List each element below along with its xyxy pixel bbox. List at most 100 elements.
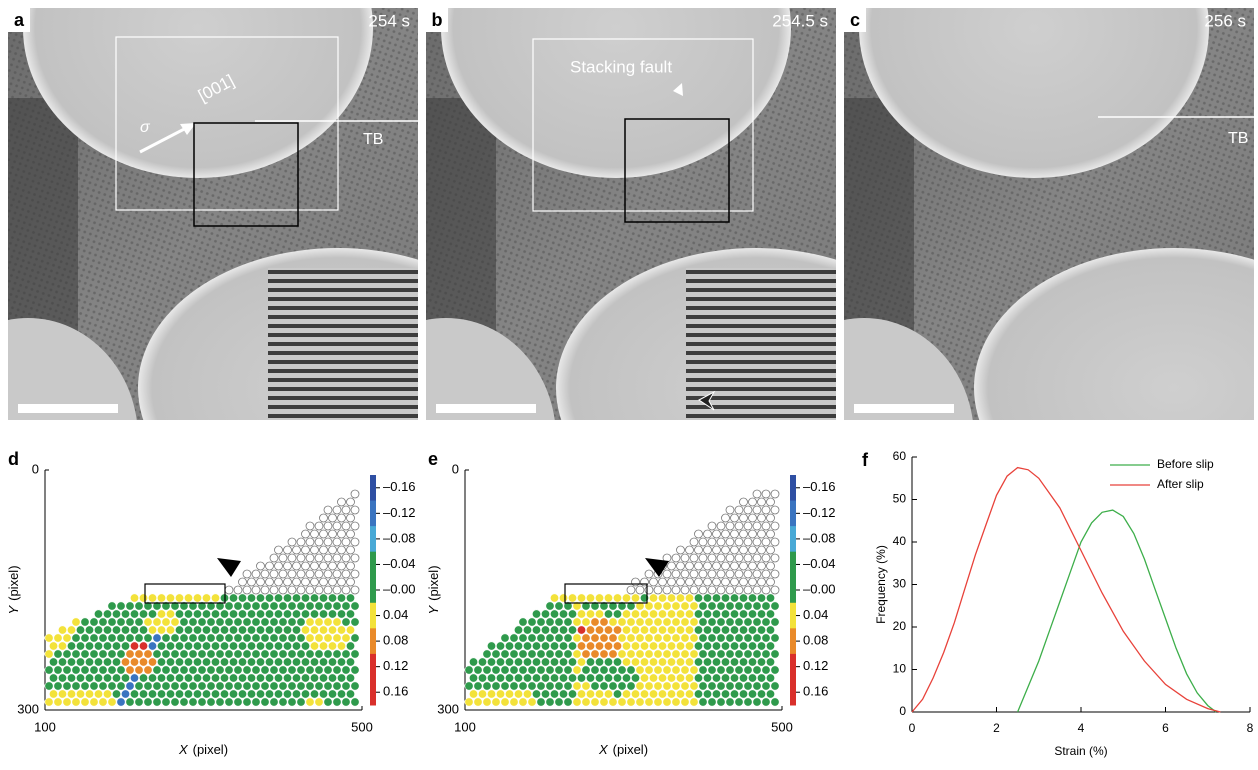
atom <box>563 649 573 659</box>
atom <box>756 689 766 699</box>
empty-site <box>671 553 681 563</box>
empty-site <box>292 545 301 555</box>
empty-site <box>748 545 757 555</box>
atom <box>725 601 735 611</box>
label-box <box>844 8 866 32</box>
colorbar-label: –0.16 <box>383 479 416 494</box>
empty-site <box>766 513 775 523</box>
atom <box>738 673 748 683</box>
atom <box>121 657 131 667</box>
atom <box>188 617 198 627</box>
atom <box>545 649 555 659</box>
atom <box>305 697 315 707</box>
atom <box>300 625 310 635</box>
atom <box>765 673 775 683</box>
atom <box>202 657 212 667</box>
empty-site <box>305 537 315 547</box>
atom <box>57 625 67 635</box>
atom <box>98 681 108 691</box>
atom <box>166 689 176 699</box>
atom <box>509 649 519 659</box>
atom <box>617 633 627 643</box>
atom <box>229 625 239 635</box>
atom <box>202 625 212 635</box>
empty-site <box>319 561 328 571</box>
empty-site <box>743 585 753 595</box>
empty-site <box>283 577 292 587</box>
empty-site <box>734 521 744 531</box>
atom <box>215 697 225 707</box>
atom <box>255 689 265 699</box>
atom <box>689 697 699 707</box>
atom <box>513 641 523 651</box>
atom <box>657 673 667 683</box>
atom <box>621 609 631 619</box>
atom <box>599 601 609 611</box>
atom <box>143 649 153 659</box>
atom <box>531 673 541 683</box>
atom <box>725 617 735 627</box>
empty-site <box>346 577 355 587</box>
atom <box>752 697 762 707</box>
atom <box>229 593 239 603</box>
atom <box>572 665 582 675</box>
empty-site <box>350 537 360 547</box>
atom <box>666 625 676 635</box>
atom <box>630 641 640 651</box>
atom <box>527 681 537 691</box>
atom <box>680 649 690 659</box>
atom <box>716 697 726 707</box>
atom <box>698 601 708 611</box>
atom <box>675 689 685 699</box>
atom <box>693 689 703 699</box>
atom <box>332 649 342 659</box>
atom <box>197 649 207 659</box>
atom <box>193 689 203 699</box>
atom <box>608 665 618 675</box>
atom <box>323 697 333 707</box>
empty-site <box>319 529 328 539</box>
atom <box>332 665 342 675</box>
atom <box>590 697 600 707</box>
atom <box>193 657 203 667</box>
atom <box>323 617 333 627</box>
region-box <box>532 38 754 212</box>
atom <box>689 681 699 691</box>
atom <box>341 665 351 675</box>
series-line <box>1016 509 1217 713</box>
atom <box>554 681 564 691</box>
atom <box>44 681 54 691</box>
atom <box>148 689 158 699</box>
atom <box>491 697 501 707</box>
atom <box>468 673 478 683</box>
atom <box>175 689 185 699</box>
atom <box>184 641 194 651</box>
empty-site <box>631 577 640 587</box>
atom <box>107 649 117 659</box>
series-line <box>911 466 1221 713</box>
atom <box>657 625 667 635</box>
atom <box>336 673 346 683</box>
atom <box>630 625 640 635</box>
atom <box>585 657 595 667</box>
empty-site <box>278 569 288 579</box>
colorbar-segment <box>790 577 796 604</box>
atom <box>121 673 131 683</box>
atom <box>729 593 739 603</box>
empty-site <box>350 521 360 531</box>
atom <box>323 649 333 659</box>
atom <box>716 617 726 627</box>
empty-site <box>694 561 703 571</box>
atom <box>103 641 113 651</box>
atom <box>314 601 324 611</box>
empty-site <box>685 577 694 587</box>
atom <box>157 657 167 667</box>
empty-site <box>752 569 762 579</box>
empty-site <box>287 585 297 595</box>
atom <box>716 601 726 611</box>
atom <box>558 673 568 683</box>
empty-site <box>292 577 301 587</box>
atom <box>53 665 63 675</box>
empty-site <box>721 529 730 539</box>
atom <box>332 633 342 643</box>
